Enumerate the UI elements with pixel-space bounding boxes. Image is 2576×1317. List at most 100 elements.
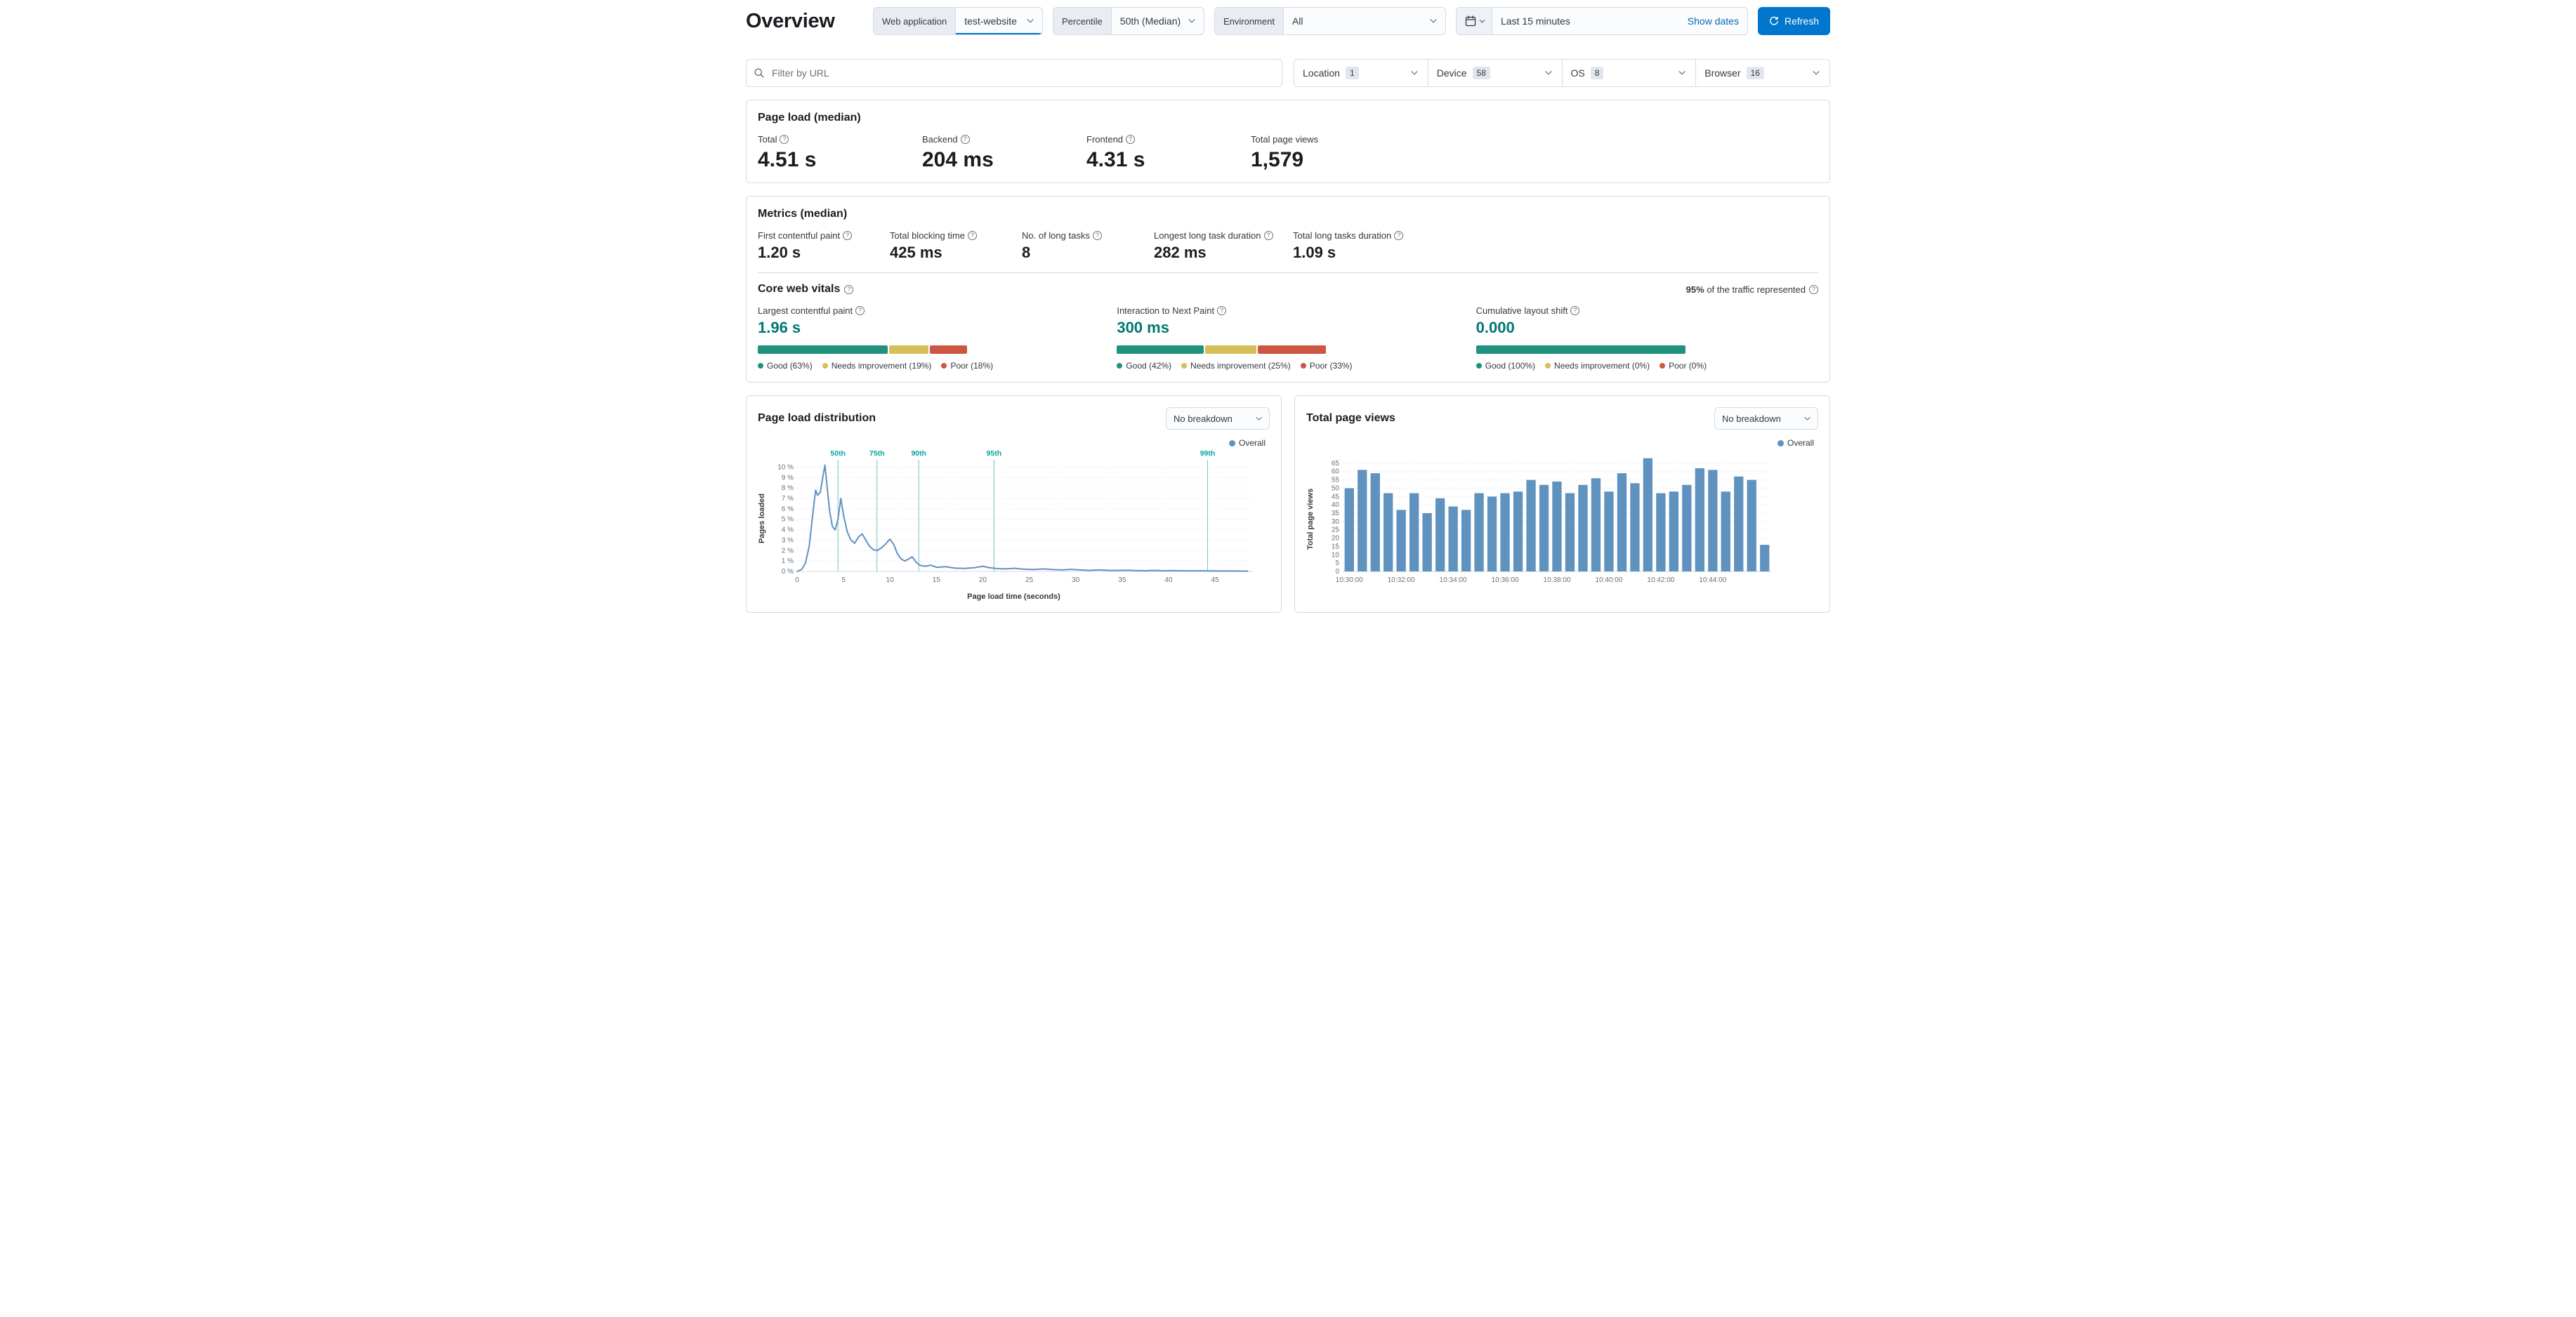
info-icon[interactable]: ? [1092,231,1102,240]
legend-overall[interactable]: Overall [1777,438,1814,448]
stat-value: 4.31 s [1086,148,1145,171]
filter-location[interactable]: Location 1 [1294,60,1428,86]
url-filter-input[interactable] [770,67,1275,79]
chevron-down-icon [1188,19,1195,23]
svg-text:10:32:00: 10:32:00 [1388,576,1415,584]
percentile-prepend-label: Percentile [1053,8,1112,34]
x-axis-title: Page load time (seconds) [967,593,1060,602]
core-web-vitals: Largest contentful paint? 1.96 s Good (6… [758,305,1818,371]
environment-select[interactable]: Environment All [1214,7,1446,35]
stat-fcp: First contentful paint? 1.20 s [758,230,890,261]
search-icon [754,68,764,78]
info-icon[interactable]: ? [844,284,854,294]
traffic-note: of the traffic represented [1704,284,1806,295]
info-icon[interactable]: ? [1126,135,1136,144]
series-dot [1228,439,1235,446]
quick-select-button[interactable] [1456,8,1492,34]
page-load-panel: Page load (median) Total? 4.51 s Backend… [746,100,1830,183]
core-web-vitals-header: Core web vitals ? 95% of the traffic rep… [758,283,1818,296]
chevron-down-icon [1479,19,1485,23]
time-range-value[interactable]: Last 15 minutes [1500,15,1570,27]
svg-text:45: 45 [1332,493,1340,501]
svg-text:10:42:00: 10:42:00 [1647,576,1674,584]
stat-label: No. of long tasks [1022,230,1090,241]
svg-text:25: 25 [1332,527,1340,534]
chevron-down-icon [1256,416,1262,421]
y-axis-title: Total page views [1306,488,1315,550]
stat-value: 1.09 s [1293,244,1336,261]
breakdown-value: No breakdown [1722,413,1781,424]
percentile-value: 50th (Median) [1119,15,1181,27]
svg-text:10:36:00: 10:36:00 [1492,576,1519,584]
legend-label: Needs improvement (0%) [1554,361,1650,371]
info-icon[interactable]: ? [780,135,789,144]
svg-text:20: 20 [979,576,987,584]
legend-label: Needs improvement (19%) [831,361,932,371]
filter-os[interactable]: OS 8 [1561,60,1696,86]
refresh-icon [1770,16,1778,25]
chevron-down-icon [1813,71,1820,75]
chevron-down-icon [1544,71,1552,75]
legend-label: Needs improvement (25%) [1190,361,1291,371]
stat-frontend: Frontend? 4.31 s [1086,134,1251,171]
info-icon[interactable]: ? [1263,231,1273,240]
stat-total-page-views: Total page views 1,579 [1251,134,1415,171]
svg-text:0: 0 [795,576,799,584]
y-axis-title: Pages loaded [758,494,766,544]
info-icon[interactable]: ? [967,231,977,240]
web-application-prepend-label: Web application [873,8,957,34]
filter-group: Location 1 Device 58 OS 8 Browser 16 [1294,59,1830,87]
stat-value: 4.51 s [758,148,817,171]
svg-text:40: 40 [1332,501,1340,509]
filter-row: Location 1 Device 58 OS 8 Browser 16 [746,59,1830,87]
legend-label: Poor (0%) [1669,361,1707,371]
web-application-select[interactable]: Web application test-website [872,7,1043,35]
percentile-select[interactable]: Percentile 50th (Median) [1052,7,1204,35]
info-icon[interactable]: ? [1809,284,1818,294]
filter-device[interactable]: Device 58 [1427,60,1562,86]
good-dot [1117,363,1123,369]
date-picker: Last 15 minutes Show dates [1455,7,1748,35]
web-application-value: test-website [964,15,1017,27]
divider [758,272,1818,274]
svg-text:95th: 95th [987,449,1002,458]
svg-text:99th: 99th [1200,449,1216,458]
svg-text:15: 15 [933,576,941,584]
vital-value: 0.000 [1476,319,1515,337]
traffic-represented: 95% of the traffic represented ? [1686,284,1818,295]
breakdown-select[interactable]: No breakdown [1166,407,1270,430]
info-icon[interactable]: ? [843,231,853,240]
svg-text:8 %: 8 % [782,484,794,492]
series-dot [1777,439,1784,446]
svg-text:60: 60 [1332,468,1340,476]
vital-interaction-to-next-paint: Interaction to Next Paint? 300 ms Good (… [1117,305,1459,371]
filter-label: Location [1303,67,1340,79]
stat-label: Backend [922,134,958,145]
info-icon[interactable]: ? [1394,231,1404,240]
svg-text:7 %: 7 % [782,495,794,503]
info-icon[interactable]: ? [960,135,970,144]
page-load-distribution-title: Page load distribution [758,412,876,425]
vital-label: Interaction to Next Paint [1117,305,1215,317]
good-dot [1476,363,1482,369]
page-load-stats: Total? 4.51 s Backend? 204 ms Frontend? … [758,134,1818,171]
filter-browser[interactable]: Browser 16 [1695,60,1829,86]
info-icon[interactable]: ? [1217,306,1227,316]
page-load-distribution-chart[interactable]: 0 % 1 % 2 % 3 % 4 % 5 % 6 % 7 % 8 % 9 % 10 % 0 5 10 15… [769,446,1265,591]
stat-label: Total page views [1251,134,1319,145]
info-icon[interactable]: ? [1570,306,1580,316]
breakdown-select[interactable]: No breakdown [1714,407,1818,430]
svg-text:1 %: 1 % [782,557,794,565]
svg-text:15: 15 [1332,543,1340,551]
legend-overall[interactable]: Overall [1228,438,1266,448]
svg-text:30: 30 [1072,576,1080,584]
info-icon[interactable]: ? [855,306,865,316]
stat-value: 1,579 [1251,148,1304,171]
show-dates-link[interactable]: Show dates [1687,15,1739,27]
url-filter [746,59,1282,87]
page-load-title: Page load (median) [758,112,861,124]
refresh-button[interactable]: Refresh [1757,7,1830,35]
svg-text:3 %: 3 % [782,537,794,545]
svg-text:6 %: 6 % [782,505,794,513]
